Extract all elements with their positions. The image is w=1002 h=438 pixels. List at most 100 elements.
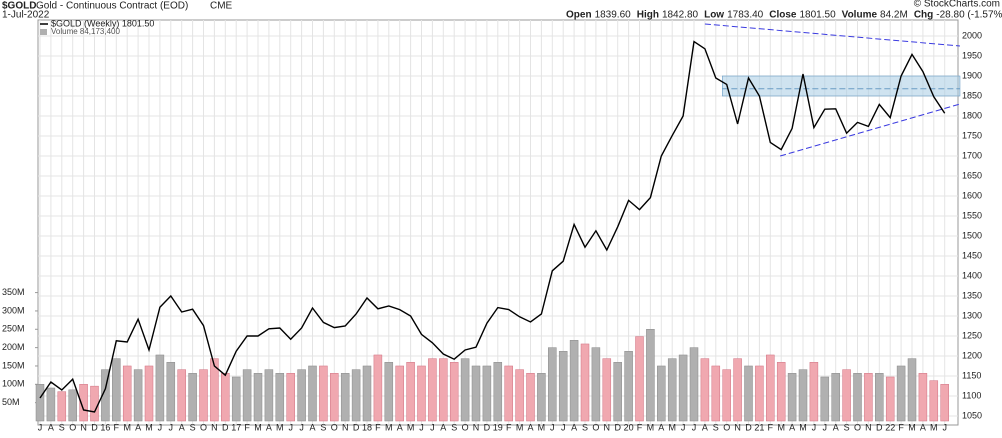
- x-tick-label: A: [702, 422, 708, 432]
- x-tick-label: N: [865, 422, 872, 432]
- y-tick-label: 1950: [962, 50, 982, 60]
- x-tick-label: A: [527, 422, 533, 432]
- credit: © StockCharts.com: [914, 0, 1000, 10]
- y-tick-label: 1150: [962, 370, 981, 380]
- volume-bar: [689, 347, 699, 422]
- volume-bar: [144, 365, 154, 422]
- x-tick-label: N: [342, 422, 349, 432]
- ohlc-label: Open: [566, 10, 592, 21]
- volume-bar: [537, 373, 546, 422]
- x-tick-label: F: [898, 422, 904, 432]
- legend-label: Volume 84,173,400: [51, 27, 120, 36]
- y-tick-label: 1300: [962, 310, 982, 320]
- volume-bar: [776, 362, 786, 422]
- volume-bar: [340, 373, 350, 422]
- ohlc-value: 1783.40: [727, 10, 764, 21]
- x-tick-label: J: [169, 422, 174, 432]
- volume-bar: [395, 365, 404, 422]
- volume-bar: [101, 369, 110, 422]
- y-tick-label: 1850: [962, 90, 982, 100]
- volume-bar: [177, 369, 186, 422]
- x-tick-label: J: [823, 422, 828, 432]
- x-tick-label: S: [844, 422, 850, 432]
- y-tick-label: 1750: [962, 130, 982, 140]
- volume-bar: [831, 373, 840, 422]
- y-tick-label: 1200: [962, 350, 982, 360]
- volume-bar: [373, 354, 383, 422]
- x-tick-label: M: [799, 422, 807, 432]
- volume-bar: [940, 384, 949, 422]
- x-tick-label: 18: [362, 422, 372, 432]
- x-tick-label: A: [920, 422, 926, 432]
- x-tick-label: J: [430, 422, 435, 432]
- ohlc-label: Volume: [842, 10, 878, 21]
- y2-tick-label: 100M: [2, 379, 25, 389]
- volume-bar: [406, 362, 415, 422]
- x-tick-label: J: [158, 422, 163, 432]
- x-tick-label: A: [309, 422, 315, 432]
- volume-bar: [308, 365, 317, 422]
- x-tick-label: 17: [231, 422, 241, 432]
- volume-bar: [362, 365, 372, 422]
- volume-bar: [439, 358, 448, 422]
- x-tick-label: A: [658, 422, 664, 432]
- x-tick-label: F: [768, 422, 774, 432]
- chart-title: Gold - Continuous Contract (EOD): [36, 1, 188, 12]
- x-tick-label: S: [59, 422, 65, 432]
- ohlc-value: 84.2M: [880, 10, 908, 21]
- volume-bar: [112, 358, 121, 422]
- volume-bar: [766, 354, 775, 422]
- x-tick-label: D: [222, 422, 229, 432]
- x-tick-label: M: [908, 422, 916, 432]
- x-tick-label: D: [91, 422, 98, 432]
- y-tick-label: 2000: [962, 30, 982, 40]
- x-tick-label: A: [179, 422, 185, 432]
- volume-bar: [744, 365, 753, 422]
- volume-bar: [755, 365, 764, 422]
- volume-bar: [449, 362, 459, 422]
- volume-bar: [35, 384, 45, 422]
- ohlc-value: 1839.60: [595, 10, 632, 21]
- volume-bar: [646, 329, 655, 422]
- ohlc-label: Close: [769, 10, 797, 21]
- x-tick-label: 20: [624, 422, 634, 432]
- exchange: CME: [210, 1, 233, 12]
- x-tick-label: J: [288, 422, 293, 432]
- volume-bar: [504, 365, 513, 422]
- volume-bar: [166, 362, 176, 422]
- volume-bar: [591, 347, 601, 422]
- y2-tick-label: 200M: [2, 342, 25, 352]
- ohlc-value: 1842.80: [662, 10, 699, 21]
- x-tick-label: S: [451, 422, 457, 432]
- x-tick-label: M: [145, 422, 153, 432]
- y-tick-label: 1900: [962, 70, 982, 80]
- volume-bar: [624, 351, 633, 422]
- x-tick-label: O: [592, 422, 599, 432]
- y2-tick-label: 50M: [2, 397, 20, 407]
- x-tick-label: N: [211, 422, 218, 432]
- resistance-box: [722, 75, 961, 97]
- x-tick-label: M: [407, 422, 415, 432]
- trendline: [704, 23, 961, 47]
- y-tick-label: 1400: [962, 270, 982, 280]
- x-tick-label: A: [397, 422, 403, 432]
- x-tick-label: D: [614, 422, 621, 432]
- volume-bar: [700, 358, 710, 422]
- x-tick-label: F: [375, 422, 381, 432]
- x-tick-label: O: [200, 422, 207, 432]
- x-tick-label: M: [516, 422, 524, 432]
- x-tick-label: O: [462, 422, 469, 432]
- volume-bar: [482, 365, 492, 422]
- x-tick-label: A: [48, 422, 54, 432]
- volume-bar: [820, 376, 830, 422]
- date: 1-Jul-2022: [2, 10, 50, 21]
- y-tick-label: 1800: [962, 110, 982, 120]
- volume-bar: [842, 369, 851, 422]
- y-tick-label: 1250: [962, 330, 982, 340]
- volume-bar: [188, 373, 197, 422]
- volume-bar: [417, 365, 426, 422]
- volume-bar: [79, 384, 88, 422]
- x-tick-label: N: [80, 422, 87, 432]
- volume-bar: [918, 373, 928, 422]
